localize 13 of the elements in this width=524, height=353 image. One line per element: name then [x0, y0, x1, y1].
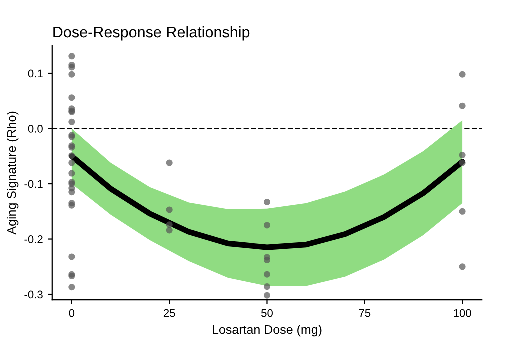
chart-title: Dose-Response Relationship [54, 26, 250, 41]
x-tick-label: 75 [359, 309, 371, 318]
x-tick-label: 25 [164, 309, 176, 318]
y-tick-label: 0.0 [28, 125, 43, 133]
y-tick-label: 0.1 [28, 70, 43, 78]
y-tick-label: -0.1 [24, 180, 43, 188]
y-tick-label: -0.2 [24, 236, 43, 244]
x-axis-title: Losartan Dose (mg) [213, 324, 322, 337]
y-tick-label: -0.3 [24, 290, 43, 299]
x-tick-label: 100 [454, 309, 472, 318]
x-tick-label: 50 [262, 309, 273, 318]
y-axis-title: Aging Signature (Rho) [7, 112, 19, 235]
x-tick-label: 0 [69, 309, 75, 318]
